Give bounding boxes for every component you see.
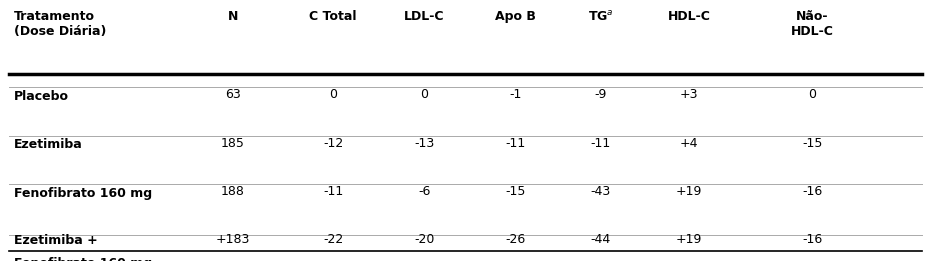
Text: Placebo: Placebo (14, 90, 69, 103)
Text: -12: -12 (323, 137, 344, 150)
Text: -1: -1 (509, 88, 522, 101)
Text: Fenofibrato 160 mg: Fenofibrato 160 mg (14, 257, 152, 261)
Text: N: N (228, 10, 238, 23)
Text: -26: -26 (506, 233, 526, 246)
Text: +4: +4 (680, 137, 698, 150)
Text: C Total: C Total (309, 10, 357, 23)
Text: 0: 0 (808, 88, 816, 101)
Text: 0: 0 (330, 88, 337, 101)
Text: -16: -16 (803, 233, 822, 246)
Text: 63: 63 (225, 88, 241, 101)
Text: -13: -13 (414, 137, 435, 150)
Text: -15: -15 (802, 137, 822, 150)
Text: Fenofibrato 160 mg: Fenofibrato 160 mg (14, 187, 152, 200)
Text: -43: -43 (590, 185, 611, 198)
Text: -11: -11 (590, 137, 611, 150)
Text: -44: -44 (590, 233, 611, 246)
Text: +19: +19 (676, 233, 702, 246)
Text: 188: 188 (221, 185, 245, 198)
Text: -15: -15 (506, 185, 526, 198)
Text: HDL-C: HDL-C (668, 10, 710, 23)
Text: Ezetimiba +: Ezetimiba + (14, 234, 98, 247)
Text: Não-
HDL-C: Não- HDL-C (790, 10, 833, 38)
Text: 185: 185 (221, 137, 245, 150)
Text: Ezetimiba: Ezetimiba (14, 138, 83, 151)
Text: -16: -16 (803, 185, 822, 198)
Text: -9: -9 (594, 88, 607, 101)
Text: -20: -20 (414, 233, 435, 246)
Text: LDL-C: LDL-C (404, 10, 445, 23)
Text: +183: +183 (216, 233, 250, 246)
Text: TG$^a$: TG$^a$ (587, 10, 614, 24)
Text: 0: 0 (421, 88, 428, 101)
Text: +3: +3 (680, 88, 698, 101)
Text: Tratamento
(Dose Diária): Tratamento (Dose Diária) (14, 10, 106, 38)
Text: -22: -22 (323, 233, 344, 246)
Text: Apo B: Apo B (495, 10, 536, 23)
Text: +19: +19 (676, 185, 702, 198)
Text: -6: -6 (418, 185, 431, 198)
Text: -11: -11 (506, 137, 526, 150)
Text: -11: -11 (323, 185, 344, 198)
